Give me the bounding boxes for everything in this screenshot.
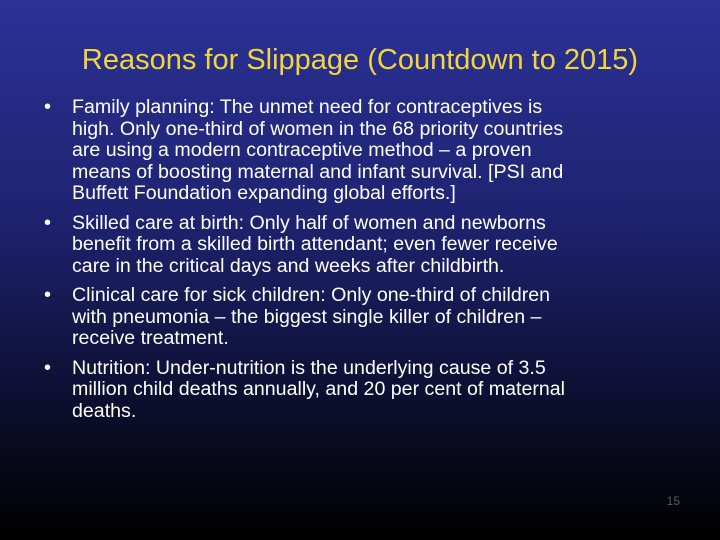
bullet-item: Nutrition: Under-nutrition is the underl…: [44, 356, 704, 423]
bullet-text: benefit from a skilled birth attendant; …: [72, 233, 558, 255]
bullet-text: Buffett Foundation expanding global effo…: [72, 182, 456, 204]
bullet-text: Nutrition: Under-nutrition is the underl…: [72, 356, 546, 379]
bullet-text: million child deaths annually, and 20 pe…: [72, 378, 566, 400]
bullet-text: Clinical care for sick children: Only on…: [72, 284, 551, 306]
bullet-list: Family planning: The unmet need for cont…: [44, 96, 704, 430]
bullet-item: Family planning: The unmet need for cont…: [44, 96, 704, 205]
bullet-text: care in the critical days and weeks afte…: [72, 254, 505, 277]
bullet-text: Family planning: The unmet need for cont…: [72, 96, 543, 118]
bullet-text: means of boosting maternal and infant su…: [72, 160, 564, 183]
bullet-text: with pneumonia – the biggest single kill…: [72, 305, 542, 328]
slide-title: Reasons for Slippage (Countdown to 2015): [81, 44, 639, 76]
bullet-text: receive treatment.: [72, 327, 229, 349]
bullet-text: deaths.: [72, 399, 137, 422]
slide-number: 15: [666, 494, 680, 508]
bullet-item: Skilled care at birth: Only half of wome…: [44, 211, 704, 278]
bullet-text: high. Only one-third of women in the 68 …: [72, 117, 564, 140]
bullet-item: Clinical care for sick children: Only on…: [44, 284, 704, 350]
bullet-text: are using a modern contraceptive method …: [72, 139, 532, 161]
bullet-text: Skilled care at birth: Only half of wome…: [72, 211, 546, 234]
